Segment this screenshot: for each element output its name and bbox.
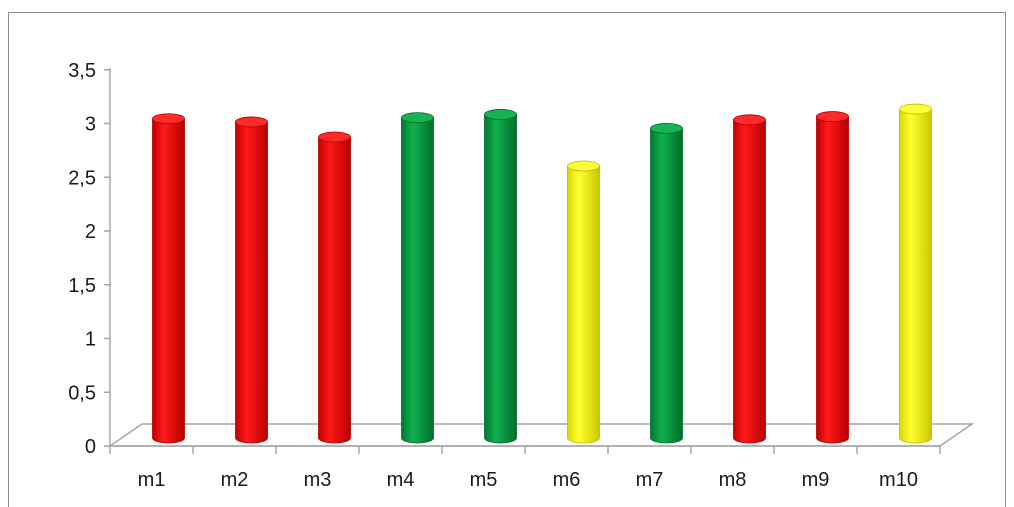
bar-body <box>567 165 600 444</box>
bar-m8 <box>733 114 766 444</box>
bar-top <box>650 122 683 134</box>
y-tick-label: 2,5 <box>68 167 96 189</box>
y-tick-label: 3,5 <box>68 60 96 82</box>
x-tick-label: m2 <box>221 469 249 491</box>
bar-m3 <box>318 131 351 444</box>
bar-body <box>401 117 434 444</box>
bar-top <box>733 114 766 126</box>
y-tick-label: 1 <box>85 329 96 351</box>
bar-top <box>235 116 268 128</box>
bar-body <box>733 119 766 444</box>
bar-m1 <box>152 113 185 444</box>
bar-top <box>816 111 849 122</box>
x-tick-label: m8 <box>719 469 747 491</box>
bar-m6 <box>567 160 600 444</box>
x-tick-label: m6 <box>553 469 581 491</box>
x-tick-label: m1 <box>138 469 166 491</box>
bar-body <box>152 118 185 444</box>
bar-body <box>318 136 351 444</box>
bar-body <box>484 114 517 444</box>
bar-body <box>816 116 849 444</box>
x-tick-label: m4 <box>387 469 415 491</box>
x-tick-label: m3 <box>304 469 332 491</box>
bar-top <box>484 109 517 120</box>
bar-top <box>152 113 185 125</box>
bar-m2 <box>235 116 268 444</box>
bar-m4 <box>401 112 434 444</box>
bar-body <box>235 121 268 444</box>
bar-top <box>899 103 932 115</box>
bar-top <box>401 112 434 124</box>
y-axis-ticks: 0 0,5 1 1,5 2 2,5 3 3,5 <box>68 60 110 458</box>
bar-m7 <box>650 122 683 444</box>
y-tick-label: 0,5 <box>68 382 96 404</box>
x-axis-ticks: m1 m2 m3 m4 m5 m6 m7 m8 m9 m10 <box>109 446 941 491</box>
chart-frame <box>8 12 1006 507</box>
x-tick-label: m5 <box>470 469 498 491</box>
y-tick-label: 1,5 <box>68 275 96 297</box>
bar-body <box>899 108 932 444</box>
bars <box>152 103 932 444</box>
bar-top <box>567 160 600 172</box>
bar-m9 <box>816 111 849 444</box>
x-tick-label: m9 <box>802 469 830 491</box>
y-tick-label: 3 <box>85 114 96 136</box>
x-tick-label: m7 <box>636 469 664 491</box>
y-tick-label: 2 <box>85 221 96 243</box>
bar-top <box>318 131 351 143</box>
bar-m10 <box>899 103 932 444</box>
y-tick-label: 0 <box>85 436 96 458</box>
bar-m5 <box>484 109 517 444</box>
bar-body <box>650 128 683 444</box>
x-tick-label: m10 <box>879 469 918 491</box>
